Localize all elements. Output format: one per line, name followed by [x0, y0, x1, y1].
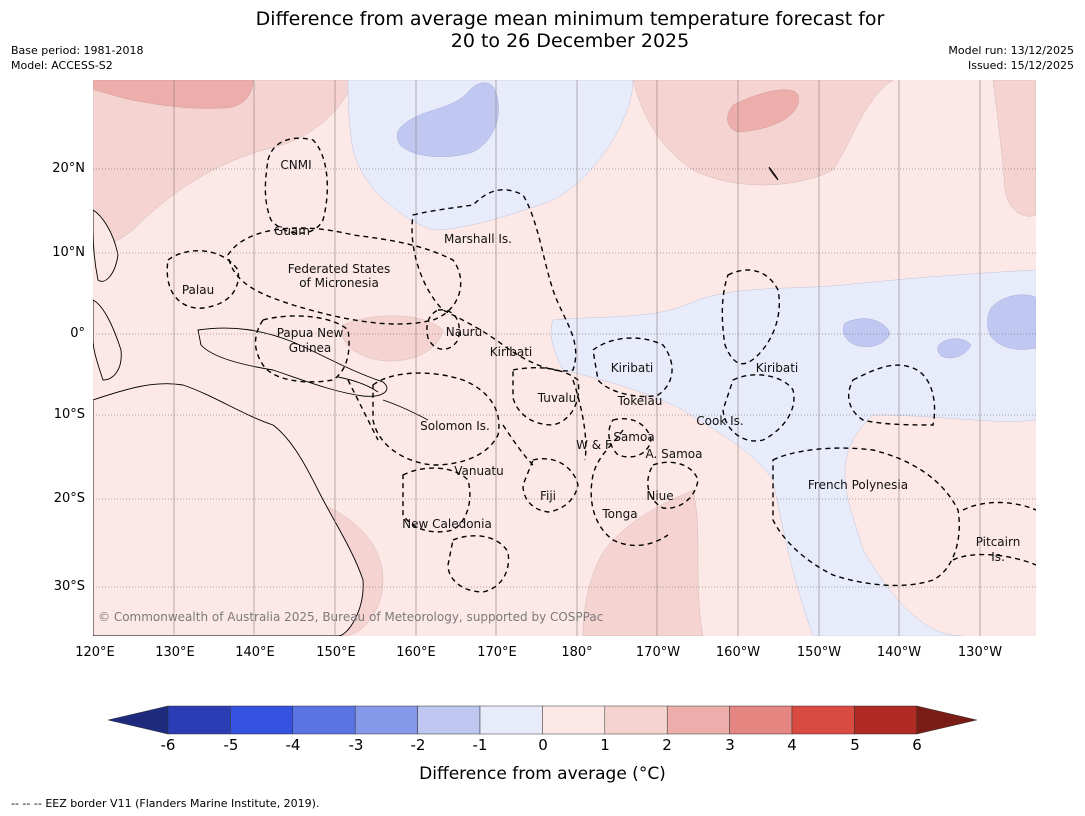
label-kiribati-west: Kiribati: [490, 345, 532, 359]
label-french-polynesia: French Polynesia: [808, 478, 908, 492]
lat-label-10s: 10°S: [53, 407, 85, 422]
lon-label-140w: 140°W: [876, 645, 922, 660]
eez-legend-symbol: -- -- --: [11, 797, 42, 810]
label-kiribati-east: Kiribati: [756, 361, 798, 375]
label-solomon-islands: Solomon Is.: [420, 419, 490, 433]
label-vanuatu: Vanuatu: [454, 464, 504, 478]
lon-label-160w: 160°W: [715, 645, 761, 660]
footer-legend: -- -- -- EEZ border V11 (Flanders Marine…: [11, 797, 319, 810]
label-nauru: Nauru: [446, 325, 482, 339]
colorbar-segment: [791, 705, 855, 735]
graticule-meridians: [173, 80, 981, 636]
lon-label-180: 180°: [561, 645, 593, 660]
region-labels: CNMI Guam Marshall Is. Federated States …: [182, 158, 1020, 564]
colorbar-extend-low: [108, 705, 169, 735]
colorbar-segment: [479, 705, 543, 735]
lon-label-170w: 170°W: [635, 645, 681, 660]
lon-label-140e: 140°E: [235, 645, 275, 660]
colorbar-label: Difference from average (°C): [0, 764, 1085, 784]
label-cook-islands: Cook Is.: [696, 414, 743, 428]
colorbar-tick-1: 1: [600, 736, 610, 754]
model-run: Model run: 13/12/2025: [948, 44, 1074, 57]
colorbar-tick-5: 5: [850, 736, 860, 754]
lat-label-10n: 10°N: [52, 245, 85, 260]
label-png-line2: Guinea: [289, 341, 332, 355]
cool-anomaly-1-2: [396, 82, 1036, 359]
label-guam: Guam: [274, 224, 310, 238]
label-fsm-line1: Federated States: [288, 262, 390, 276]
colorbar-label-text: Difference from average (: [419, 764, 639, 784]
label-tokelau: Tokelau: [617, 394, 663, 408]
colorbar-segment: [230, 705, 294, 735]
colorbar-label-unit: °C): [638, 764, 666, 784]
chart-title: Difference from average mean minimum tem…: [0, 8, 1085, 52]
label-pitcairn-line2: Is.: [991, 550, 1005, 564]
colorbar-segment: [167, 705, 231, 735]
label-american-samoa: A. Samoa: [646, 447, 703, 461]
eez-legend-text: EEZ border V11 (Flanders Marine Institut…: [45, 797, 320, 810]
forecast-map: CNMI Guam Marshall Is. Federated States …: [93, 80, 1036, 636]
label-niue: Niue: [646, 489, 673, 503]
graticule-parallels: [93, 168, 1036, 588]
colorbar-segment: [354, 705, 418, 735]
colorbar-tick-6: 6: [912, 736, 922, 754]
colorbar-segment: [604, 705, 668, 735]
colorbar-segment: [417, 705, 481, 735]
lat-label-equator: 0°: [70, 326, 85, 341]
title-line-1: Difference from average mean minimum tem…: [255, 8, 885, 30]
lat-label-30s: 30°S: [53, 579, 85, 594]
colorbar-tick-minus1: -1: [472, 736, 488, 754]
colorbar-tick-minus6: -6: [160, 736, 176, 754]
colorbar-tick-4: 4: [787, 736, 797, 754]
colorbar-tick-minus3: -3: [348, 736, 364, 754]
label-fiji: Fiji: [540, 489, 556, 503]
meta-right: Model run: 13/12/2025 Issued: 15/12/2025: [948, 43, 1074, 73]
colorbar-tick-minus4: -4: [285, 736, 301, 754]
lon-label-150w: 150°W: [796, 645, 842, 660]
label-fsm-line2: of Micronesia: [299, 276, 379, 290]
label-kiribati-central: Kiribati: [611, 361, 653, 375]
lon-label-160e: 160°E: [396, 645, 436, 660]
colorbar-extend-high: [916, 705, 977, 735]
colorbar: [108, 705, 977, 735]
base-period: Base period: 1981-2018: [11, 44, 144, 57]
label-samoa: Samoa: [613, 430, 654, 444]
colorbar-tick-0: 0: [538, 736, 548, 754]
label-new-caledonia: New Caledonia: [402, 517, 492, 531]
colorbar-tick-minus5: -5: [223, 736, 239, 754]
label-palau: Palau: [182, 283, 214, 297]
label-wallis-futuna: W & F: [576, 438, 612, 452]
colorbar-tick-3: 3: [725, 736, 735, 754]
label-marshall-islands: Marshall Is.: [444, 232, 512, 246]
lon-label-150e: 150°E: [316, 645, 356, 660]
colorbar-segments: [108, 705, 977, 735]
colorbar-segment: [542, 705, 606, 735]
lon-label-170e: 170°E: [477, 645, 517, 660]
title-line-2: 20 to 26 December 2025: [450, 30, 690, 52]
land-outlines: [93, 166, 779, 636]
copyright-notice: © Commonwealth of Australia 2025, Bureau…: [98, 610, 603, 624]
meta-left: Base period: 1981-2018 Model: ACCESS-S2: [11, 43, 143, 73]
eez-borders: [166, 137, 1036, 593]
colorbar-segment: [729, 705, 793, 735]
colorbar-segment: [854, 705, 918, 735]
colorbar-tick-2: 2: [662, 736, 672, 754]
lat-label-20s: 20°S: [53, 491, 85, 506]
lat-label-20n: 20°N: [52, 161, 85, 176]
label-cnmi: CNMI: [280, 158, 311, 172]
label-tuvalu: Tuvalu: [537, 391, 577, 405]
lon-label-130e: 130°E: [155, 645, 195, 660]
label-png-line1: Papua New: [277, 326, 344, 340]
lon-label-120e: 120°E: [75, 645, 115, 660]
label-tonga: Tonga: [601, 507, 637, 521]
lon-label-130w: 130°W: [957, 645, 1003, 660]
label-pitcairn-line1: Pitcairn: [976, 535, 1021, 549]
colorbar-segment: [666, 705, 730, 735]
colorbar-tick-minus2: -2: [410, 736, 426, 754]
model-name: Model: ACCESS-S2: [11, 59, 113, 72]
colorbar-segment: [292, 705, 356, 735]
issued-date: Issued: 15/12/2025: [967, 59, 1074, 72]
